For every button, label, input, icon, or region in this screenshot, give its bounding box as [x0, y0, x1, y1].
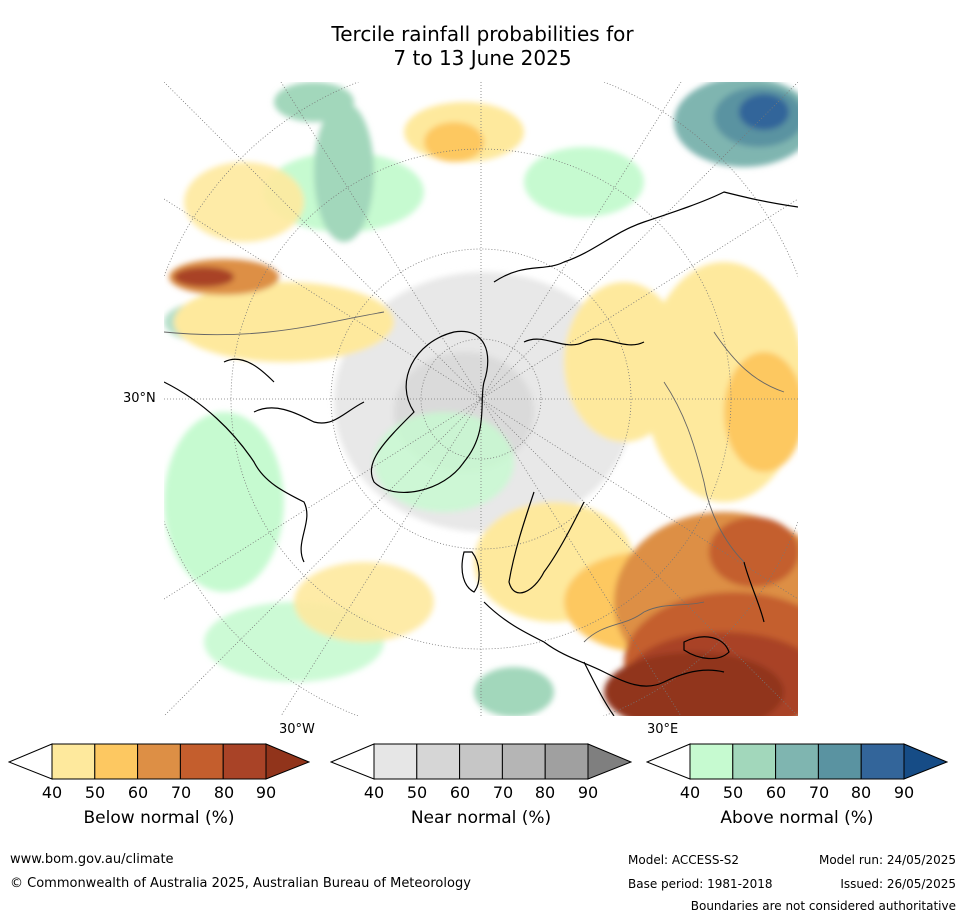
- above-normal-color-cell: [860, 743, 905, 780]
- below-normal-color-cell: [94, 743, 139, 780]
- above-tick: 70: [808, 783, 830, 802]
- model-name: Model: ACCESS-S2: [628, 853, 740, 867]
- probability-fields: [164, 82, 798, 716]
- near-tick: 80: [534, 783, 556, 802]
- near-normal-color-cell: [544, 743, 589, 780]
- below-normal-label: Below normal (%): [83, 808, 235, 828]
- above-normal-low-tip: [646, 743, 691, 780]
- above-tick: 80: [850, 783, 872, 802]
- colorbar-above-normal: [646, 743, 948, 780]
- lon-label-30e: 30°E: [647, 722, 679, 737]
- near-tick: 50: [406, 783, 428, 802]
- above-tick: 60: [765, 783, 787, 802]
- near-tick: 40: [363, 783, 385, 802]
- near-normal-color-cell: [373, 743, 418, 780]
- polar-rainfall-map: [164, 82, 798, 716]
- below-tick: 60: [127, 783, 149, 802]
- near-tick: 60: [449, 783, 471, 802]
- issued-date: Issued: 26/05/2025: [840, 877, 956, 891]
- near-normal-label: Near normal (%): [410, 808, 552, 828]
- near-tick: 90: [577, 783, 599, 802]
- copyright-text: © Commonwealth of Australia 2025, Austra…: [10, 876, 471, 891]
- colorbar-below-normal: [8, 743, 310, 780]
- boundaries-disclaimer: Boundaries are not considered authoritat…: [690, 899, 956, 913]
- above-tick: 40: [679, 783, 701, 802]
- lat-label-30n: 30°N: [123, 391, 156, 406]
- near-normal-low-tip: [330, 743, 375, 780]
- above-tick: 50: [722, 783, 744, 802]
- above-normal-color-cell: [689, 743, 734, 780]
- below-tick: 90: [255, 783, 277, 802]
- below-normal-low-tip: [8, 743, 53, 780]
- below-normal-color-cell: [179, 743, 224, 780]
- website-link[interactable]: www.bom.gov.au/climate: [10, 852, 174, 867]
- above-normal-color-cell: [817, 743, 862, 780]
- base-period: Base period: 1981-2018: [628, 877, 773, 891]
- below-normal-color-cell: [137, 743, 181, 780]
- below-tick: 40: [41, 783, 63, 802]
- map-title-line1: Tercile rainfall probabilities for: [331, 22, 634, 46]
- above-tick: 90: [893, 783, 915, 802]
- above-normal-high-tip: [903, 743, 948, 780]
- lon-label-30w: 30°W: [279, 722, 315, 737]
- below-normal-color-cell: [51, 743, 96, 780]
- above-normal-label: Above normal (%): [720, 808, 874, 828]
- near-normal-high-tip: [587, 743, 632, 780]
- colorbar-near-normal: [330, 743, 632, 780]
- above-normal-color-cell: [732, 743, 777, 780]
- map-canvas: [164, 82, 798, 716]
- map-graticule: [164, 82, 798, 716]
- map-title-line2: 7 to 13 June 2025: [393, 46, 572, 70]
- near-tick: 70: [492, 783, 514, 802]
- model-run-date: Model run: 24/05/2025: [818, 853, 956, 867]
- below-normal-color-cell: [222, 743, 267, 780]
- near-normal-color-cell: [416, 743, 461, 780]
- below-tick: 70: [170, 783, 192, 802]
- below-tick: 80: [213, 783, 235, 802]
- near-normal-color-cell: [501, 743, 546, 780]
- near-normal-color-cell: [459, 743, 503, 780]
- above-normal-color-cell: [775, 743, 819, 780]
- below-tick: 50: [84, 783, 106, 802]
- country-borders: [164, 311, 785, 643]
- below-normal-high-tip: [265, 743, 310, 780]
- coastlines: [164, 191, 798, 716]
